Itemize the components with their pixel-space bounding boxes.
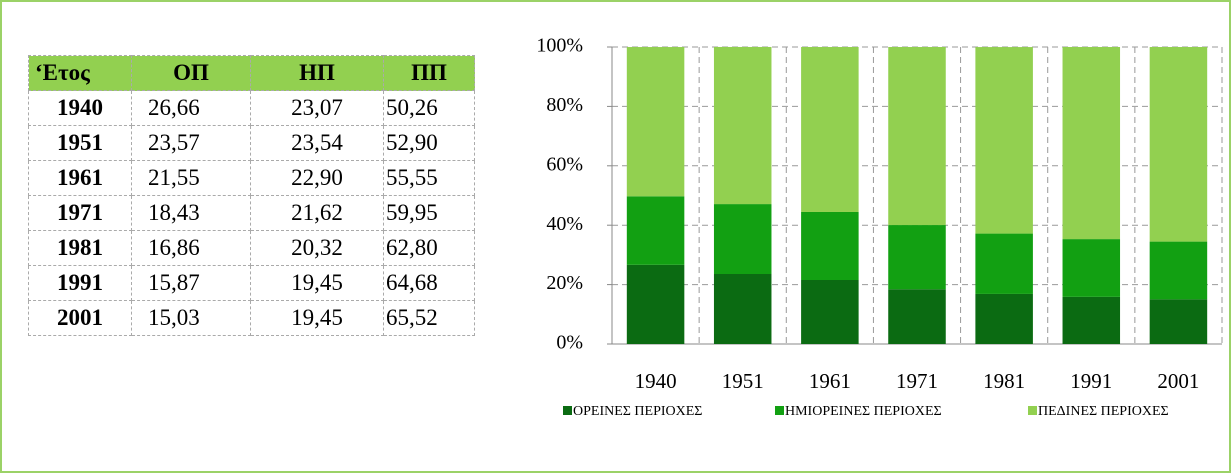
- header-cell: ΠΠ: [383, 55, 475, 91]
- bar-segment: [801, 47, 859, 212]
- y-tick-label: 80%: [546, 94, 583, 116]
- legend-swatch: [775, 406, 784, 415]
- table-row: 1961 21,55 22,90 55,55: [28, 160, 475, 196]
- value-cell: 59,95: [383, 195, 475, 231]
- bar-segment: [1149, 47, 1208, 242]
- table-row: 1971 18,43 21,62 59,95: [28, 195, 475, 231]
- bar-segment: [975, 47, 1033, 234]
- x-tick-label: 1971: [896, 369, 938, 393]
- bar-segment: [801, 211, 859, 280]
- x-tick-label: 1981: [983, 369, 1025, 393]
- table-row: 1940 26,66 23,07 50,26: [28, 90, 475, 126]
- bar-segment: [888, 289, 946, 344]
- header-row: ‘Ετος ΟΠ ΗΠ ΠΠ: [28, 55, 475, 91]
- header-cell: ΟΠ: [131, 55, 251, 91]
- bar-segment: [1062, 47, 1121, 240]
- header-cell: ΗΠ: [250, 55, 384, 91]
- legend-swatch: [1028, 406, 1037, 415]
- value-cell: 50,26: [383, 90, 475, 126]
- legend-label: ΠΕΔΙΝΕΣ ΠΕΡΙΟΧΕΣ: [1038, 404, 1169, 419]
- y-tick-label: 0%: [556, 332, 583, 354]
- table-row: 2001 15,03 19,45 65,52: [28, 300, 475, 336]
- bar-segment: [713, 204, 772, 274]
- data-table: ‘Ετος ΟΠ ΗΠ ΠΠ 1940 26,66 23,07 50,26 1951 23,57 2…: [28, 55, 475, 336]
- bar-segment: [713, 273, 772, 344]
- y-tick-label: 60%: [546, 153, 583, 175]
- legend-label: ΟΡΕΙΝΕΣ ΠΕΡΙΟΧΕΣ: [573, 404, 702, 419]
- y-tick-label: 20%: [546, 272, 583, 294]
- year-cell: 1951: [28, 125, 132, 161]
- value-cell: 64,68: [383, 265, 475, 301]
- year-cell: 2001: [28, 300, 132, 336]
- bar-segment: [1149, 299, 1208, 344]
- x-tick-label: 2001: [1157, 369, 1199, 393]
- value-cell: 23,07: [250, 90, 384, 126]
- value-cell: 15,03: [131, 300, 251, 336]
- bar-segment: [1062, 296, 1121, 344]
- value-cell: 22,90: [250, 160, 384, 196]
- bar-segment: [1062, 239, 1121, 297]
- bar-segment: [626, 196, 685, 265]
- x-tick-label: 1951: [722, 369, 764, 393]
- bar-segment: [975, 293, 1033, 344]
- legend-swatch: [563, 406, 572, 415]
- legend-label: ΗΜΙΟΡΕΙΝΕΣ ΠΕΡΙΟΧΕΣ: [785, 404, 942, 419]
- bar-segment: [888, 47, 946, 226]
- bar-segment: [801, 279, 859, 344]
- value-cell: 19,45: [250, 300, 384, 336]
- year-cell: 1961: [28, 160, 132, 196]
- x-tick-label: 1961: [809, 369, 851, 393]
- year-cell: 1940: [28, 90, 132, 126]
- value-cell: 23,57: [131, 125, 251, 161]
- value-cell: 62,80: [383, 230, 475, 266]
- x-tick-label: 1991: [1070, 369, 1112, 393]
- y-tick-label: 100%: [536, 35, 583, 57]
- bar-segment: [975, 233, 1033, 294]
- bar-segment: [713, 46, 772, 205]
- value-cell: 55,55: [383, 160, 475, 196]
- bar-segment: [888, 225, 946, 290]
- table-row: 1981 16,86 20,32 62,80: [28, 230, 475, 266]
- value-cell: 65,52: [383, 300, 475, 336]
- bar-segment: [626, 264, 685, 344]
- bar-segment: [1149, 241, 1208, 300]
- x-tick-label: 1940: [635, 369, 677, 393]
- bar-segment: [626, 47, 685, 197]
- y-tick-label: 40%: [546, 213, 583, 235]
